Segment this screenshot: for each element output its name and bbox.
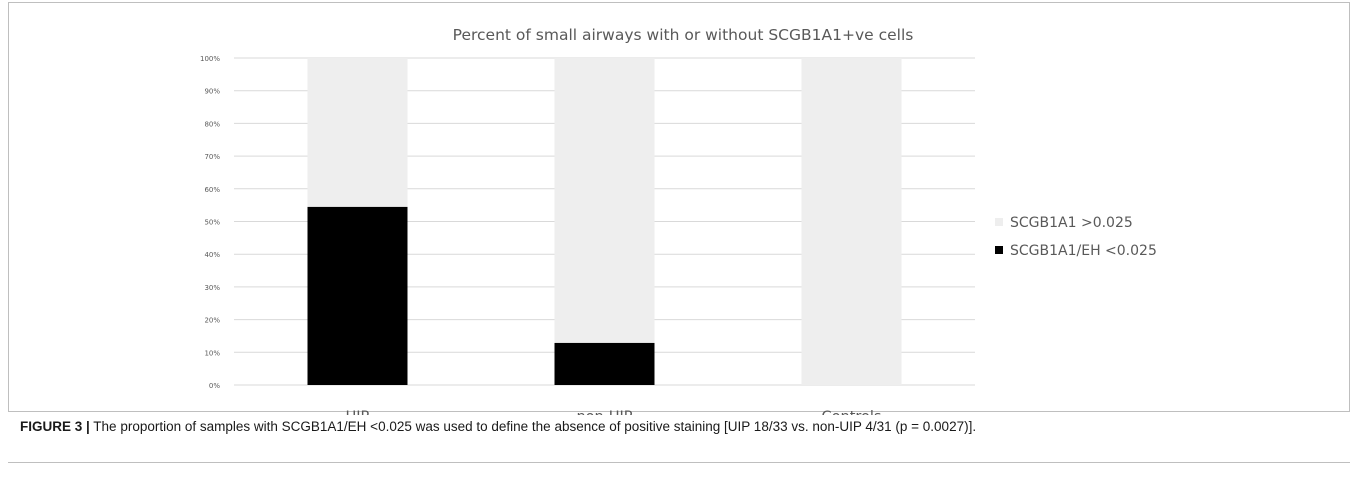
bar-segment-scgb1a1-high <box>801 58 902 385</box>
y-tick-label: 20% <box>204 317 220 325</box>
legend-swatch <box>995 218 1003 226</box>
x-category-label: non-UIP <box>576 409 632 415</box>
y-tick-label: 40% <box>204 251 220 259</box>
legend-label: SCGB1A1 >0.025 <box>1010 215 1133 231</box>
bar-segment-scgb1a1-eh-low <box>307 206 408 385</box>
chart-title: Percent of small airways with or without… <box>453 26 914 44</box>
bar-segment-scgb1a1-high <box>307 58 408 207</box>
y-tick-label: 70% <box>204 153 220 161</box>
y-tick-label: 100% <box>200 55 220 63</box>
y-tick-label: 10% <box>204 349 220 357</box>
bar-segment-scgb1a1-high <box>554 58 655 343</box>
bar-segment-scgb1a1-eh-low <box>554 342 655 385</box>
chart-frame <box>8 2 1350 412</box>
legend-swatch <box>995 246 1003 254</box>
x-category-label: Controls <box>822 409 882 415</box>
caption-divider <box>8 462 1350 463</box>
y-tick-label: 60% <box>204 186 220 194</box>
y-tick-label: 90% <box>204 88 220 96</box>
figure-caption: FIGURE 3 | The proportion of samples wit… <box>20 418 1350 436</box>
y-tick-label: 80% <box>204 120 220 128</box>
figure-caption-label: FIGURE 3 | <box>20 419 90 434</box>
y-tick-label: 0% <box>209 382 220 390</box>
y-tick-label: 50% <box>204 219 220 227</box>
x-category-label: UIP <box>346 409 370 415</box>
y-tick-label: 30% <box>204 284 220 292</box>
stacked-bar-chart: Percent of small airways with or without… <box>200 26 1157 415</box>
figure-caption-text: The proportion of samples with SCGB1A1/E… <box>89 419 977 434</box>
legend-label: SCGB1A1/EH <0.025 <box>1010 243 1157 259</box>
